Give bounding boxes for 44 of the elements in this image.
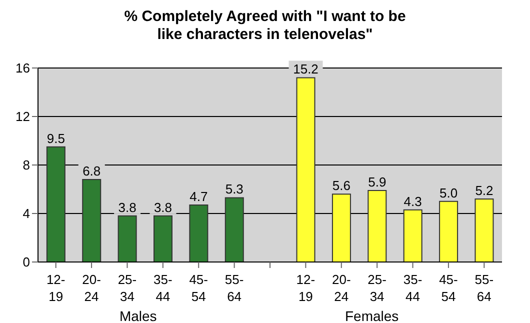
chart-title: % Completely Agreed with "I want to be like characters in telenovelas" xyxy=(123,8,407,44)
data-label: 4.3 xyxy=(404,194,422,209)
y-tick-label: 8 xyxy=(22,158,30,173)
data-label: 15.2 xyxy=(293,62,318,77)
bar xyxy=(439,200,458,262)
x-tick-label: 25-34 xyxy=(368,272,386,304)
bar xyxy=(82,179,102,262)
data-label: 5.3 xyxy=(225,182,244,197)
bar xyxy=(332,194,351,262)
x-tick-label: 55-64 xyxy=(224,272,244,304)
text: Males xyxy=(118,308,158,323)
bar xyxy=(118,215,137,262)
bar xyxy=(296,77,316,262)
y-tick-label: 0 xyxy=(22,254,30,270)
x-tick-label: 45-54 xyxy=(189,272,208,304)
y-tick-label: 16 xyxy=(16,60,30,76)
bar xyxy=(368,190,387,262)
x-tick-label: 12-19 xyxy=(46,272,66,304)
y-tick-label: 4 xyxy=(22,206,30,222)
x-tick-label: 35-44 xyxy=(154,272,172,304)
data-label: 6.8 xyxy=(82,164,101,179)
x-tick-label: 12-19 xyxy=(296,272,316,304)
x-tick-label: 55-64 xyxy=(474,272,494,304)
data-label: 9.5 xyxy=(46,130,65,146)
data-label: 5.2 xyxy=(475,182,494,198)
x-tick-label: 45-54 xyxy=(439,272,458,304)
data-label: 3.8 xyxy=(118,200,136,215)
bar xyxy=(154,215,172,262)
bar xyxy=(224,197,244,262)
text: Females xyxy=(344,308,400,323)
x-tick-label: 25-34 xyxy=(118,272,137,304)
bar xyxy=(403,209,422,262)
data-label: 3.8 xyxy=(154,200,172,215)
data-label: 5.0 xyxy=(440,185,458,200)
data-label: 4.7 xyxy=(190,189,208,204)
x-tick-label: 20-24 xyxy=(332,272,351,304)
x-tick-label: 20-24 xyxy=(82,272,101,304)
bar xyxy=(189,204,208,262)
x-tick-label: 35-44 xyxy=(403,272,422,304)
data-label: 5.9 xyxy=(368,174,386,190)
bar xyxy=(474,198,494,262)
data-label: 5.6 xyxy=(332,178,350,194)
bar xyxy=(46,146,66,262)
y-tick-label: 12 xyxy=(16,109,30,124)
